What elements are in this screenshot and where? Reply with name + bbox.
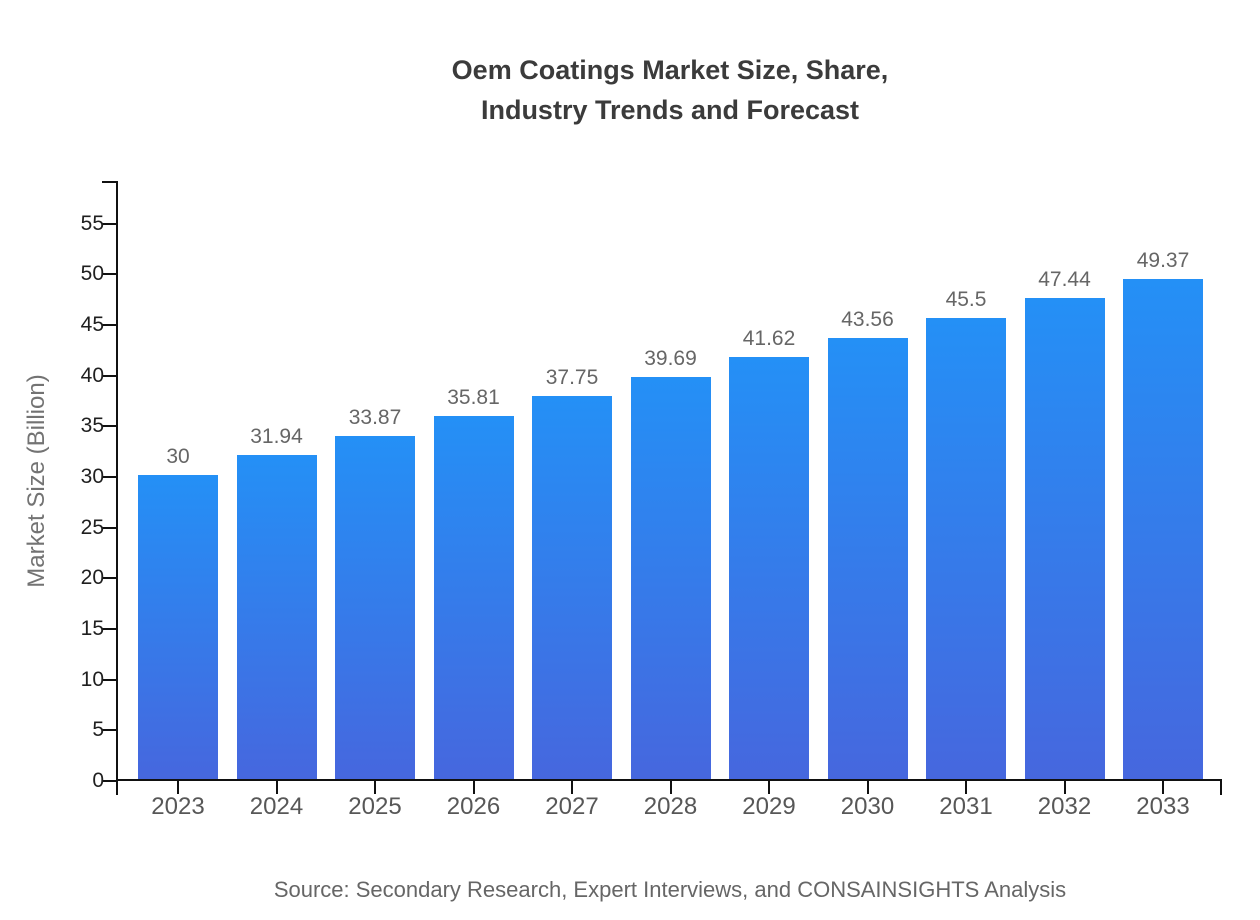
x-tick-label: 2030 — [840, 793, 895, 820]
bar-2028 — [630, 376, 711, 779]
y-tick-label: 20 — [80, 566, 104, 590]
x-tick-label: 2027 — [545, 793, 599, 820]
bar-value-label: 47.44 — [1038, 268, 1091, 292]
bar-2030 — [827, 337, 908, 779]
bar-value-label: 35.81 — [447, 386, 500, 410]
bar-2032 — [1024, 298, 1105, 779]
bar-value-label: 45.5 — [945, 287, 987, 311]
y-tick-label: 10 — [80, 667, 104, 691]
bar-2023 — [138, 474, 218, 779]
chart-title: Oem Coatings Market Size, Share, Industr… — [118, 50, 1222, 130]
y-tick-mark — [102, 425, 116, 428]
x-tick-mark — [866, 781, 869, 794]
bar-value-label: 41.62 — [742, 327, 796, 351]
bar-2024 — [236, 455, 317, 779]
bar-2029 — [729, 357, 809, 779]
bar-2027 — [532, 396, 612, 779]
y-tick-label: 40 — [80, 363, 104, 387]
bar-value-label: 30 — [166, 444, 190, 468]
y-tick-mark — [102, 577, 116, 580]
y-tick-mark — [102, 222, 116, 225]
x-tick-label: 2026 — [446, 793, 501, 820]
y-tick-label: 55 — [80, 211, 104, 235]
x-tick-mark — [965, 781, 967, 794]
x-tick-label: 2028 — [643, 793, 698, 820]
x-tick-mark — [1063, 781, 1066, 794]
bar-2026 — [433, 416, 514, 779]
bar-value-label: 31.94 — [250, 425, 303, 449]
chart-title-line-1: Oem Coatings Market Size, Share, — [451, 55, 889, 85]
y-axis-top-cap — [102, 181, 118, 183]
bar-2033 — [1123, 278, 1203, 779]
y-tick-label: 50 — [80, 262, 104, 286]
x-tick-label: 2033 — [1136, 793, 1190, 820]
y-tick-mark — [102, 678, 116, 681]
y-tick-mark — [102, 323, 116, 326]
x-tick-label: 2032 — [1037, 793, 1092, 820]
x-tick-label: 2025 — [348, 793, 402, 820]
y-tick-mark — [102, 780, 116, 782]
bar-value-label: 33.87 — [348, 405, 402, 429]
bar-2025 — [335, 435, 415, 779]
y-tick-label: 25 — [80, 515, 104, 539]
y-tick-mark — [102, 627, 116, 630]
y-tick-label: 5 — [92, 718, 104, 742]
x-tick-mark — [177, 781, 179, 794]
y-tick-mark — [102, 526, 116, 529]
bar-value-label: 39.69 — [644, 346, 697, 370]
bar-value-label: 43.56 — [841, 307, 894, 331]
x-tick-label: 2023 — [151, 793, 205, 820]
y-tick-label: 15 — [80, 616, 104, 640]
bar-value-label: 49.37 — [1136, 248, 1190, 272]
y-tick-mark — [102, 273, 116, 276]
source-text: Source: Secondary Research, Expert Inter… — [273, 877, 1067, 902]
y-tick-label: 0 — [92, 769, 104, 792]
plot-area: 0 5 10 15 20 25 30 35 40 45 50 55 30 2023 31.94 2024 33.… — [81, 181, 1222, 820]
x-tick-label: 2031 — [939, 793, 993, 820]
y-axis-line — [116, 181, 118, 795]
x-tick-label: 2029 — [742, 793, 796, 820]
bar-value-label: 37.75 — [545, 366, 599, 390]
x-tick-mark — [1162, 781, 1164, 794]
x-axis-line — [116, 779, 1222, 781]
x-tick-mark — [669, 781, 672, 794]
chart-title-line-2: Industry Trends and Forecast — [480, 95, 860, 125]
y-tick-label: 45 — [80, 312, 104, 336]
x-axis-end-cap — [1220, 779, 1222, 795]
y-tick-mark — [102, 475, 116, 478]
x-tick-mark — [571, 781, 573, 794]
x-tick-label: 2024 — [249, 793, 304, 820]
y-tick-mark — [102, 374, 116, 377]
y-tick-label: 30 — [80, 464, 104, 488]
x-tick-mark — [472, 781, 475, 794]
y-tick-mark — [102, 729, 116, 732]
bar-2031 — [926, 317, 1006, 779]
x-tick-mark — [275, 781, 278, 794]
y-tick-label: 35 — [80, 414, 104, 438]
x-tick-mark — [374, 781, 376, 794]
x-tick-mark — [768, 781, 770, 794]
